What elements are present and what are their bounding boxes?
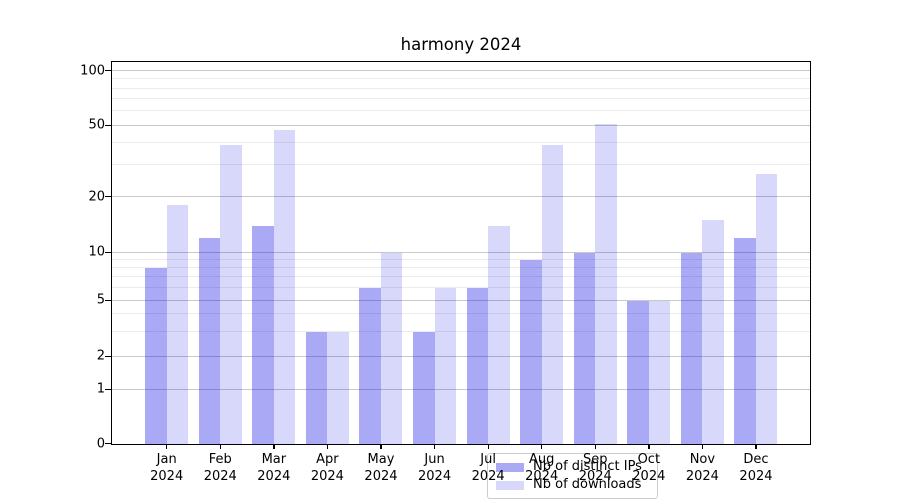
y-minor-gridline-40: [112, 141, 810, 143]
bar-downloads-feb: [220, 144, 242, 444]
y-minor-gridline-7: [112, 276, 810, 278]
legend-swatch-downloads: [496, 480, 524, 490]
x-tick-mark-aug: [541, 444, 543, 449]
x-tick-label-jul: Jul 2024: [471, 452, 505, 484]
y-tick-mark-20: [105, 196, 111, 198]
y-minor-gridline-30: [112, 164, 810, 166]
x-tick-mark-apr: [326, 444, 329, 449]
bar-ips-mar: [252, 225, 274, 444]
y-tick-label-20: 20: [88, 189, 105, 204]
bar-downloads-dec: [755, 173, 778, 444]
y-tick-mark-50: [105, 124, 111, 126]
x-tick-label-feb: Feb 2024: [203, 452, 237, 484]
y-tick-label-100: 100: [80, 63, 105, 78]
plot-area: Nb of distinct IPs Nb of downloads: [111, 61, 811, 499]
bar-ips-nov: [680, 252, 703, 444]
bar-downloads-nov: [702, 220, 724, 444]
bar-ips-apr: [305, 331, 328, 444]
bar-downloads-mar: [273, 130, 296, 444]
x-tick-mark-sep: [594, 444, 596, 449]
x-tick-mark-oct: [648, 444, 650, 449]
x-tick-label-sep: Sep 2024: [578, 452, 612, 484]
x-tick-mark-jun: [434, 444, 436, 449]
y-minor-gridline-60: [112, 110, 810, 112]
y-gridline-100: [112, 70, 810, 71]
y-tick-label-5: 5: [96, 292, 105, 308]
y-tick-mark-10: [105, 251, 111, 253]
x-tick-mark-mar: [273, 444, 275, 449]
y-tick-mark-2: [105, 355, 111, 357]
y-gridline-20: [112, 196, 810, 197]
x-tick-mark-feb: [219, 444, 221, 449]
x-tick-label-may: May 2024: [364, 452, 398, 484]
bar-ips-jun: [413, 331, 435, 444]
bar-downloads-apr: [327, 331, 349, 444]
y-tick-label-0: 0: [96, 436, 105, 451]
y-minor-gridline-90: [112, 78, 810, 80]
x-tick-mark-dec: [755, 444, 757, 449]
y-tick-mark-0: [105, 443, 111, 445]
bar-ips-jan: [145, 267, 167, 444]
legend-swatch-distinct-ips: [496, 462, 524, 472]
bar-downloads-sep: [595, 123, 617, 444]
bar-downloads-jul: [488, 225, 510, 444]
x-tick-mark-nov: [701, 444, 704, 449]
x-tick-label-aug: Aug 2024: [525, 452, 559, 484]
bar-downloads-jun: [434, 287, 457, 444]
bar-downloads-oct: [648, 300, 671, 444]
x-tick-label-jan: Jan 2024: [150, 452, 184, 484]
y-tick-label-1: 1: [96, 381, 105, 397]
y-tick-mark-100: [105, 70, 111, 72]
y-minor-gridline-70: [112, 98, 810, 100]
x-tick-mark-may: [380, 444, 382, 449]
bar-ips-may: [359, 287, 381, 444]
y-tick-mark-5: [105, 299, 111, 301]
y-gridline-50: [112, 124, 810, 126]
y-minor-gridline-9: [112, 258, 810, 260]
x-tick-mark-jul: [487, 444, 489, 449]
y-minor-gridline-8: [112, 266, 810, 268]
legend-item-downloads: Nb of downloads: [496, 478, 647, 492]
bar-ips-sep: [573, 252, 596, 444]
y-minor-gridline-6: [112, 286, 810, 288]
legend-label-downloads: Nb of downloads: [533, 477, 642, 492]
y-minor-gridline-3: [112, 330, 810, 332]
bar-ips-aug: [520, 259, 542, 444]
x-tick-label-apr: Apr 2024: [310, 452, 344, 484]
x-tick-mark-jan: [166, 444, 168, 449]
x-tick-label-mar: Mar 2024: [257, 452, 291, 484]
bar-ips-jul: [466, 287, 489, 444]
legend: Nb of distinct IPs Nb of downloads: [487, 453, 658, 499]
x-tick-label-jun: Jun 2024: [418, 452, 452, 484]
y-tick-label-50: 50: [88, 117, 105, 133]
y-gridline-5: [112, 299, 810, 301]
x-tick-label-oct: Oct 2024: [632, 452, 666, 484]
legend-label-distinct-ips: Nb of distinct IPs: [533, 459, 642, 474]
chart-title: harmony 2024: [400, 35, 522, 54]
y-minor-gridline-80: [112, 87, 810, 89]
y-tick-label-2: 2: [96, 348, 105, 364]
bar-downloads-jan: [166, 205, 189, 444]
bar-downloads-may: [380, 252, 403, 444]
bar-downloads-aug: [541, 144, 564, 444]
x-tick-label-nov: Nov 2024: [685, 452, 719, 484]
bar-ips-oct: [627, 300, 649, 444]
y-gridline-1: [112, 388, 810, 390]
bar-ips-feb: [198, 237, 221, 444]
legend-item-distinct-ips: Nb of distinct IPs: [496, 460, 647, 474]
y-gridline-10: [112, 251, 810, 253]
y-tick-label-10: 10: [88, 244, 105, 260]
y-tick-mark-1: [105, 388, 111, 390]
bar-ips-dec: [734, 237, 756, 444]
y-gridline-2: [112, 355, 810, 357]
x-tick-label-dec: Dec 2024: [739, 452, 773, 484]
y-minor-gridline-4: [112, 313, 810, 315]
